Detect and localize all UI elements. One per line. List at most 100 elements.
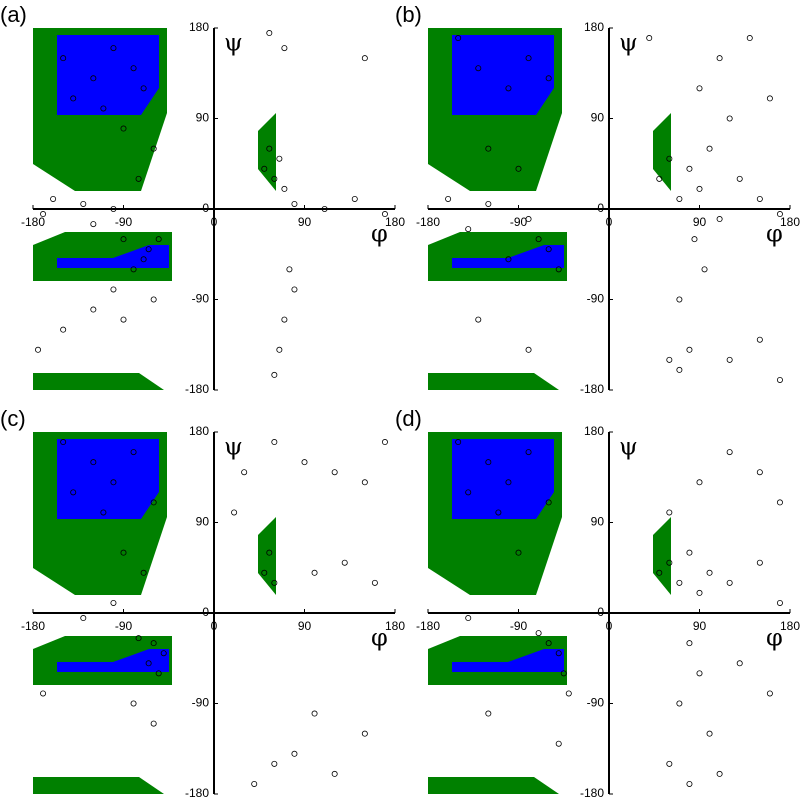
panel: -180 -90 0 90 180 180 90 0 -90 -180 ψ φ (a) (0, 2, 405, 396)
x-tick-label: 0 (606, 619, 613, 633)
data-point (311, 569, 318, 576)
data-point (726, 449, 733, 456)
data-point (485, 145, 492, 152)
data-point (505, 85, 512, 92)
data-point (676, 366, 683, 373)
data-point (555, 740, 562, 747)
y-tick-label: -90 (192, 696, 210, 710)
data-point (311, 710, 318, 717)
data-point (150, 499, 157, 506)
panel-label: (a) (0, 2, 27, 27)
data-point (130, 65, 137, 72)
data-point (646, 35, 653, 42)
y-tick-label: 0 (202, 201, 209, 215)
data-point (736, 660, 743, 667)
data-point (281, 45, 288, 52)
data-point (686, 165, 693, 172)
data-point (666, 155, 673, 162)
y-tick-label: 90 (591, 515, 605, 529)
x-tick-label: -90 (115, 215, 133, 229)
data-point (381, 211, 388, 218)
y-tick-label: 180 (584, 20, 604, 34)
y-tick-label: -90 (587, 292, 605, 306)
data-point (266, 30, 273, 37)
data-point (706, 145, 713, 152)
data-point (150, 640, 157, 647)
y-tick-label: 90 (196, 111, 210, 125)
data-point (251, 780, 258, 787)
data-point (150, 145, 157, 152)
data-point (776, 376, 783, 383)
panel-label: (c) (0, 406, 26, 431)
data-point (696, 185, 703, 192)
panel-label: (b) (395, 2, 422, 27)
data-point (716, 216, 723, 223)
x-tick-label: 0 (211, 619, 218, 633)
data-point (130, 449, 137, 456)
data-point (701, 266, 708, 273)
data-point (716, 55, 723, 62)
data-point (475, 65, 482, 72)
data-point (145, 246, 152, 253)
data-point (726, 356, 733, 363)
data-point (686, 549, 693, 556)
y-tick-label: 0 (597, 605, 604, 619)
data-point (706, 569, 713, 576)
data-point (726, 579, 733, 586)
data-point (261, 165, 268, 172)
x-axis-label: φ (371, 624, 388, 652)
data-point (535, 236, 542, 243)
data-point (110, 286, 117, 293)
x-tick-label: 180 (385, 619, 405, 633)
data-point (505, 479, 512, 486)
data-point (666, 559, 673, 566)
data-point (276, 155, 283, 162)
y-axis-label: ψ (619, 29, 638, 57)
data-point (140, 85, 147, 92)
data-point (560, 670, 567, 677)
data-point (676, 579, 683, 586)
data-point (445, 195, 452, 202)
y-tick-label: -180 (185, 786, 209, 799)
data-point (535, 630, 542, 637)
data-point (50, 195, 57, 202)
data-point (291, 286, 298, 293)
data-point (281, 316, 288, 323)
data-point (40, 690, 47, 697)
data-point (80, 615, 87, 622)
data-point (676, 296, 683, 303)
data-point (756, 559, 763, 566)
data-point (110, 45, 117, 52)
data-point (331, 469, 338, 476)
data-point (545, 75, 552, 82)
data-point (726, 115, 733, 122)
data-point (160, 650, 167, 657)
data-point (766, 690, 773, 697)
x-tick-label: -90 (510, 619, 528, 633)
data-point (90, 306, 97, 313)
data-point (686, 640, 693, 647)
data-point (155, 670, 162, 677)
x-tick-label: 180 (385, 215, 405, 229)
panel: -180 -90 0 90 180 180 90 0 -90 -180 ψ φ (c) (0, 406, 405, 799)
data-point (545, 499, 552, 506)
panel: -180 -90 0 90 180 180 90 0 -90 -180 ψ φ (b) (395, 2, 800, 396)
data-point (120, 549, 127, 556)
y-tick-label: -90 (192, 292, 210, 306)
x-tick-label: -180 (21, 215, 45, 229)
data-point (555, 266, 562, 273)
data-point (686, 346, 693, 353)
data-point (525, 216, 532, 223)
data-point (525, 346, 532, 353)
data-point (766, 95, 773, 102)
y-tick-label: -90 (587, 696, 605, 710)
y-tick-label: 0 (202, 605, 209, 619)
data-point (60, 326, 67, 333)
data-point (696, 479, 703, 486)
data-point (80, 200, 87, 207)
data-point (465, 615, 472, 622)
x-tick-label: 90 (298, 619, 312, 633)
data-point (70, 489, 77, 496)
data-point (341, 559, 348, 566)
data-point (351, 195, 358, 202)
